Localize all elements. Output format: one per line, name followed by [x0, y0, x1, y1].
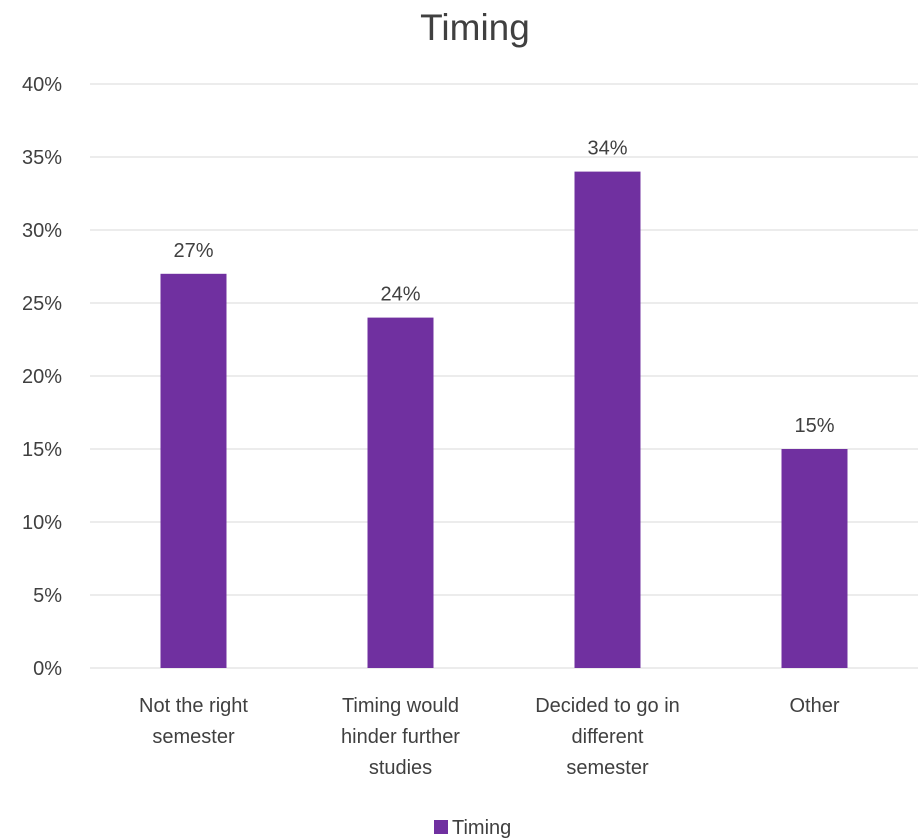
data-label-1: 27%: [173, 240, 213, 262]
y-axis-tick-labels: 0% 5% 10% 15% 20% 25% 30% 35% 40%: [22, 74, 62, 680]
bars: [160, 171, 848, 668]
x-category-label-3: Decided to go in different semester: [535, 695, 680, 779]
bar-1: [160, 273, 227, 668]
y-tick-label: 35%: [22, 147, 62, 169]
legend-label-timing: Timing: [452, 817, 511, 839]
data-label-4: 15%: [794, 415, 834, 437]
gridlines: [90, 83, 918, 669]
y-tick-label: 10%: [22, 512, 62, 534]
bar-3: [574, 171, 641, 668]
x-category-label-4: Other: [789, 695, 839, 717]
x-axis-category-labels: Not the right semester Timing would hinder …: [139, 695, 840, 779]
y-tick-label: 30%: [22, 220, 62, 242]
data-labels: 27% 24% 34% 15%: [173, 138, 834, 437]
y-tick-label: 25%: [22, 293, 62, 315]
y-tick-label: 20%: [22, 366, 62, 388]
y-tick-label: 5%: [33, 585, 62, 607]
y-tick-label: 40%: [22, 74, 62, 96]
data-label-3: 34%: [587, 138, 627, 160]
data-label-2: 24%: [380, 284, 420, 306]
legend: Timing: [434, 817, 511, 839]
bar-4: [781, 449, 848, 668]
x-category-label-1: Not the right semester: [139, 695, 248, 748]
x-category-label-2: Timing would hinder further studies: [341, 695, 460, 779]
chart-title: Timing: [420, 7, 530, 48]
y-tick-label: 0%: [33, 658, 62, 680]
bar-2: [367, 317, 434, 668]
legend-swatch: [434, 820, 448, 834]
y-tick-label: 15%: [22, 439, 62, 461]
